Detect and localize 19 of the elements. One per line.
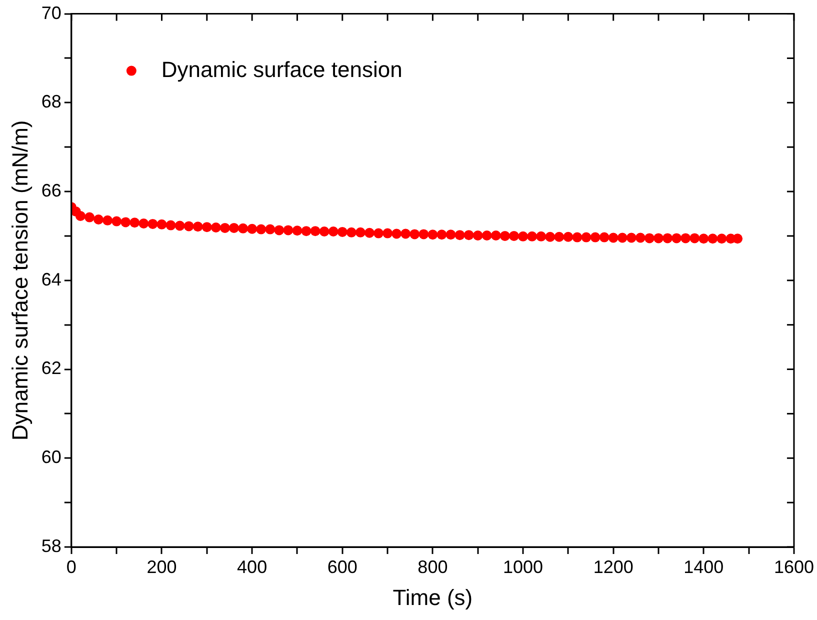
y-tick-label: 64 [41, 269, 62, 290]
y-tick-label: 70 [41, 2, 62, 23]
x-axis-title: Time (s) [392, 584, 473, 610]
x-tick-label: 1200 [593, 556, 634, 577]
x-tick-label: 400 [237, 556, 268, 577]
y-tick-label: 66 [41, 180, 62, 200]
y-tick-label: 58 [41, 536, 62, 556]
y-tick-label: 68 [41, 92, 62, 112]
x-tick-label: 200 [146, 556, 177, 577]
x-tick-label: 800 [418, 556, 448, 577]
x-tick-label: 1400 [684, 556, 724, 577]
legend-label: Dynamic surface tension [161, 56, 402, 82]
x-tick-label: 1000 [502, 556, 544, 577]
x-tick-label: 600 [327, 556, 358, 577]
x-tick-label: 0 [66, 556, 76, 577]
y-axis-title: Dynamic surface tension (mN/m) [7, 120, 32, 441]
y-tick-label: 60 [41, 447, 62, 468]
y-tick-label: 62 [41, 358, 62, 378]
x-tick-label: 1600 [774, 556, 814, 577]
